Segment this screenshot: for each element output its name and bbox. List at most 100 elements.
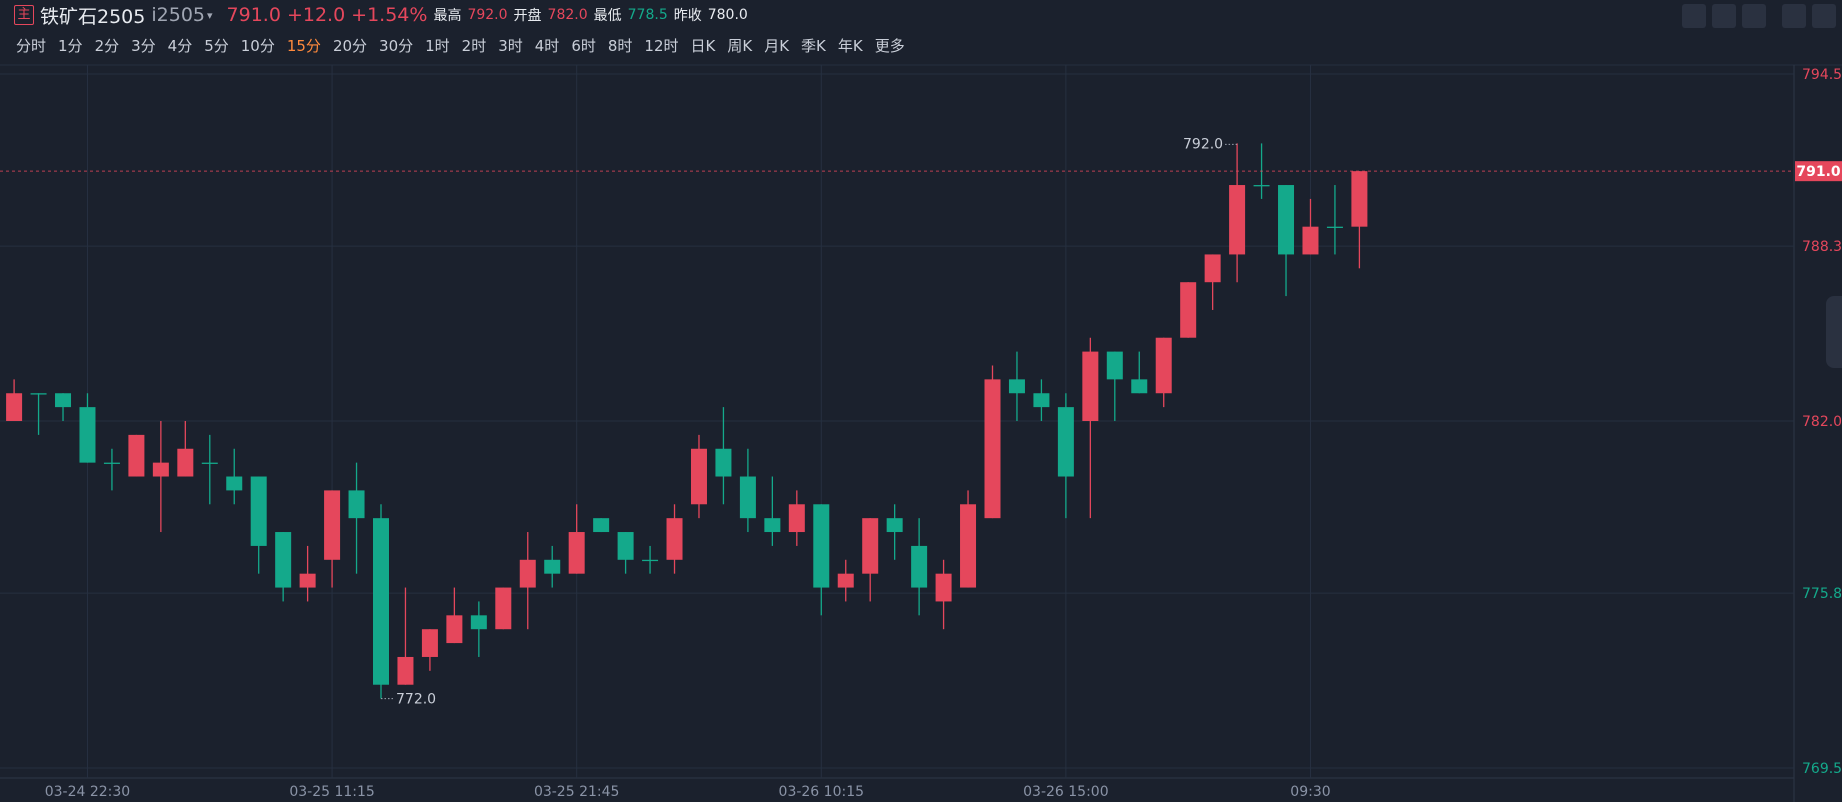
period-tab[interactable]: 3分 <box>131 36 156 55</box>
last-price-tag <box>1795 161 1842 182</box>
candle-body <box>1180 282 1197 338</box>
candle-body <box>1351 171 1368 227</box>
period-tab[interactable]: 周K <box>727 36 753 55</box>
period-tab[interactable]: 5分 <box>204 36 229 55</box>
candle-body <box>715 448 732 477</box>
candle-body <box>690 448 707 505</box>
period-tab[interactable]: 2时 <box>461 36 487 55</box>
y-tick-label: 788.3 <box>1802 239 1842 255</box>
max-note: 792.0 <box>1183 136 1223 152</box>
period-tab[interactable]: 1分 <box>58 36 83 55</box>
period-tab[interactable]: 3时 <box>498 36 523 55</box>
candle-body <box>739 476 756 519</box>
period-tab[interactable]: 更多 <box>874 36 905 55</box>
indicator-button[interactable] <box>1682 4 1706 28</box>
low-label: 最低 <box>593 8 622 24</box>
style-button[interactable] <box>1742 4 1766 28</box>
x-tick-label: 09:30 <box>1290 784 1330 800</box>
candle-body <box>666 518 683 560</box>
low-value: 778.5 <box>627 7 668 23</box>
period-tab[interactable]: 分时 <box>16 36 47 55</box>
candle-body <box>103 462 120 464</box>
period-tab[interactable]: 日K <box>690 36 716 55</box>
candle-body <box>886 518 903 533</box>
x-tick-label: 03-26 15:00 <box>1023 784 1108 800</box>
candle-body <box>1082 351 1099 421</box>
side-handle[interactable] <box>1826 296 1842 368</box>
candle-body <box>984 379 1001 519</box>
period-tab[interactable]: 12时 <box>644 36 679 55</box>
candle-body <box>470 615 487 630</box>
period-tab[interactable]: 1时 <box>425 36 450 55</box>
candle-body <box>79 407 96 463</box>
candle-body <box>348 490 365 519</box>
period-tab[interactable]: 月K <box>764 36 790 55</box>
x-tick-label: 03-25 21:45 <box>534 784 619 800</box>
period-tab[interactable]: 4时 <box>534 36 560 55</box>
open-label: 开盘 <box>513 8 542 24</box>
candle-body <box>617 532 634 560</box>
candle-body <box>837 573 854 588</box>
candle-body <box>960 504 977 588</box>
candle-body <box>1253 185 1270 187</box>
candle-body <box>250 476 267 546</box>
candle-body <box>1057 407 1074 477</box>
prev-value: 780.0 <box>707 7 748 23</box>
period-tab[interactable]: 年K <box>837 36 863 55</box>
last-price: 791.0 <box>226 4 281 26</box>
instrument-name: 铁矿石2505 <box>40 5 146 28</box>
candle-body <box>642 559 659 562</box>
candle-body <box>324 490 341 560</box>
candle-body <box>421 629 438 657</box>
x-tick-label: 03-26 10:15 <box>779 784 864 800</box>
candle-body <box>544 559 561 574</box>
candle-body <box>1204 254 1221 283</box>
y-tick-label: 775.8 <box>1802 586 1842 602</box>
dropdown-caret[interactable]: ▾ <box>207 8 213 22</box>
period-tab[interactable]: 4分 <box>167 36 193 55</box>
period-tab[interactable]: 8时 <box>607 36 633 55</box>
change-pct: +1.54% <box>351 4 428 26</box>
quote-header: 主 铁矿石2505 i2505 ▾ 791.0 +12.0 +1.54% 最高 79… <box>0 0 1842 30</box>
candle-body <box>1033 393 1050 408</box>
candle-body <box>55 393 72 408</box>
candle-body <box>201 462 218 464</box>
period-tab[interactable]: 30分 <box>379 36 414 55</box>
period-tab[interactable]: 2分 <box>94 36 120 55</box>
candle-body <box>30 393 47 395</box>
candle-body <box>1106 351 1123 380</box>
period-tab[interactable]: 季K <box>801 36 826 55</box>
candle-body <box>6 393 23 421</box>
candle-body <box>299 573 316 588</box>
main-icon[interactable]: 主 <box>14 5 34 25</box>
candle-body <box>1302 226 1319 255</box>
candle-body <box>1131 379 1148 394</box>
y-tick-label: 794.5 <box>1802 67 1842 83</box>
candle-body <box>177 448 194 477</box>
candle-body <box>813 504 830 588</box>
period-tab[interactable]: 10分 <box>240 36 275 55</box>
close-button[interactable] <box>1812 4 1836 28</box>
draw-button[interactable] <box>1712 4 1736 28</box>
candle-body <box>862 518 879 574</box>
candle-body <box>128 434 145 477</box>
toolbar <box>1676 4 1836 28</box>
candle-body <box>568 532 585 574</box>
period-tab[interactable]: 15分 <box>286 36 321 55</box>
instrument-code[interactable]: i2505 <box>151 4 205 26</box>
y-tick-label: 769.5 <box>1802 761 1842 777</box>
min-note: 772.0 <box>396 692 436 708</box>
candle-body <box>1229 185 1246 255</box>
candle-body <box>373 518 389 685</box>
expand-button[interactable] <box>1782 4 1806 28</box>
period-tab[interactable]: 20分 <box>332 36 368 55</box>
candle-body <box>1326 226 1343 228</box>
candle-body <box>446 615 463 644</box>
candle-body <box>764 518 781 533</box>
period-tabs: 分时 1分 2分 3分 4分 5分 10分 15分 20分 30分 1时 2时 3时 4时 6时 8时 12时日… <box>10 32 911 58</box>
candle-body <box>788 504 805 533</box>
period-tab[interactable]: 6时 <box>571 36 596 55</box>
candle-body <box>397 656 414 685</box>
